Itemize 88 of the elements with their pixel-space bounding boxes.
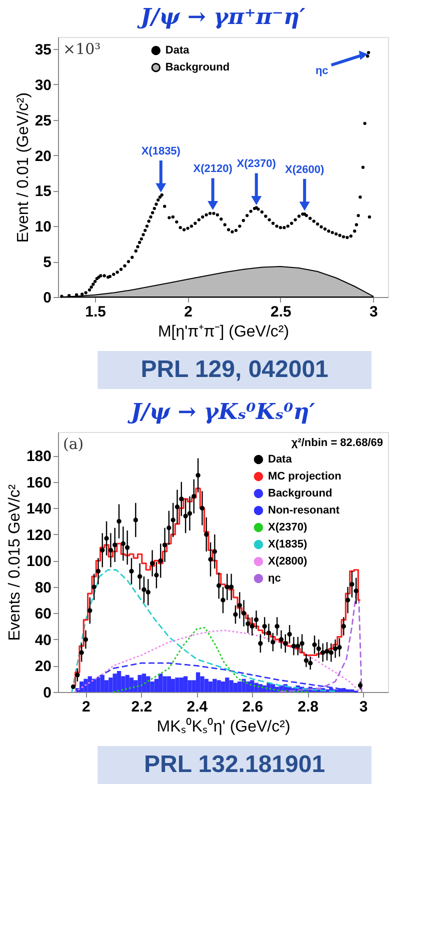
annotation: X(2370) — [236, 158, 276, 170]
bar — [200, 676, 204, 692]
bar — [108, 678, 113, 692]
legend-label: X(2800) — [268, 556, 308, 568]
bar — [212, 678, 217, 692]
bar — [166, 676, 172, 692]
bar — [204, 678, 208, 692]
y-tick-label: 60 — [34, 606, 52, 623]
y-tick-label: 80 — [34, 579, 52, 596]
bar — [116, 670, 122, 692]
x-tick-label: 1.5 — [85, 304, 106, 320]
bar — [138, 674, 142, 692]
y-tick-label: 40 — [34, 632, 52, 649]
y-tick-label: 25 — [34, 112, 52, 130]
y-tick-label: 120 — [26, 526, 52, 544]
line-series — [74, 630, 361, 693]
bar — [112, 674, 117, 692]
y-tick-label: 100 — [26, 553, 52, 570]
y-tick-label: 0 — [43, 684, 52, 702]
y-tick-label: 35 — [34, 42, 52, 59]
y-tick-label: 10 — [34, 218, 52, 236]
bar — [233, 682, 238, 692]
bar — [225, 678, 230, 692]
text: PRL 129, 042001 — [140, 356, 328, 383]
x-tick-label: 2.5 — [270, 304, 292, 320]
x-tick-label: 2 — [184, 304, 192, 320]
legend-label: X(1835) — [268, 538, 308, 550]
x-tick-label: 2.4 — [186, 698, 208, 716]
bar — [171, 678, 176, 692]
bar — [179, 678, 184, 692]
bar — [146, 676, 150, 692]
legend-label: X(2370) — [268, 522, 308, 534]
line-series — [71, 569, 336, 693]
legend-label: MC projection — [268, 470, 342, 482]
bar — [250, 680, 254, 692]
y-axis-title: Event / 0.01 (GeV/c²) — [14, 92, 32, 243]
x-axis-title: M[η'π⁺π⁻] (GeV/c²) — [158, 324, 290, 340]
x-tick-label: 3 — [369, 304, 378, 320]
legend-label: Data — [268, 454, 293, 466]
bar — [238, 681, 242, 692]
bar — [129, 678, 134, 692]
bar — [188, 680, 192, 692]
bar — [196, 672, 200, 692]
annotation: X(2120) — [193, 163, 233, 176]
text: PRL 132.181901 — [144, 751, 326, 778]
bar — [229, 680, 234, 692]
line-series — [74, 662, 358, 693]
annotation: ηc — [315, 65, 328, 78]
legend-label: Non-resonant — [268, 504, 340, 516]
x-tick-label: 2.2 — [131, 698, 152, 716]
y-tick-label: 15 — [34, 183, 52, 200]
bar — [242, 678, 246, 692]
chart-title: J/ψ → γπ⁺π⁻η′ — [136, 4, 306, 30]
bar — [254, 682, 258, 692]
y-tick-label: 180 — [26, 448, 52, 466]
legend-label: Background — [268, 488, 332, 500]
chart-title: J/ψ → γKₛ⁰Kₛ⁰η′ — [126, 399, 316, 425]
bar — [175, 678, 180, 692]
x-tick-label: 2.8 — [298, 698, 319, 716]
bar — [208, 681, 213, 692]
annotation: ×10³ — [63, 40, 101, 58]
legend-label: ηc — [268, 572, 281, 584]
x-axis-title: MKₛ⁰Kₛ⁰η' (GeV/c²) — [156, 718, 290, 736]
line-series — [112, 626, 308, 693]
annotation: X(1835) — [141, 145, 181, 158]
legend-label: Background — [165, 62, 230, 74]
annotation: χ²/nbin = 82.68/69 — [291, 437, 383, 449]
y-tick-label: 20 — [34, 148, 52, 165]
y-tick-label: 20 — [34, 658, 52, 676]
x-tick-label: 2.6 — [242, 698, 264, 716]
x-tick-label: 3 — [359, 698, 368, 716]
annotation: (a) — [63, 435, 84, 453]
y-tick-label: 160 — [26, 474, 52, 492]
bar — [216, 680, 221, 692]
legend-label: Data — [165, 44, 190, 56]
x-tick-label: 2 — [82, 698, 90, 716]
bar — [162, 676, 167, 692]
bar — [142, 674, 146, 692]
annotation: X(2600) — [285, 164, 324, 176]
y-tick-label: 140 — [26, 500, 52, 518]
bar — [158, 674, 163, 692]
bar — [183, 676, 188, 692]
bar — [220, 681, 226, 692]
y-axis-title: Events / 0.015 GeV/c² — [6, 484, 24, 641]
bar — [125, 674, 130, 692]
y-tick-label: 5 — [43, 254, 52, 272]
y-tick-label: 0 — [43, 290, 52, 306]
y-tick-label: 30 — [34, 76, 52, 94]
